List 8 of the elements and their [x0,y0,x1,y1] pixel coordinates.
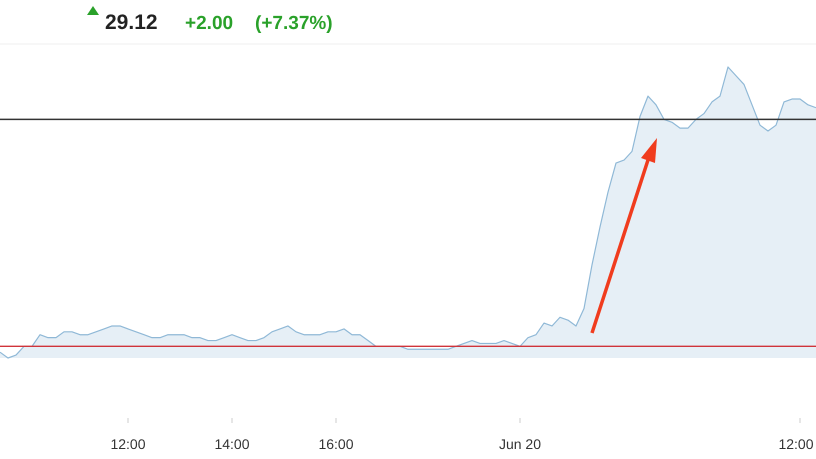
text: (+7.37%) [255,13,333,34]
text: +2.00 [185,13,234,34]
x-tick-label: 12:00 [778,436,814,452]
x-tick-label: Jun 20 [498,436,542,452]
x-tick-label: 12:00 [110,436,146,452]
chart-title: 29.12 [105,11,158,34]
x-tick-label: 16:00 [318,436,354,452]
x-tick-label: 14:00 [214,436,250,452]
